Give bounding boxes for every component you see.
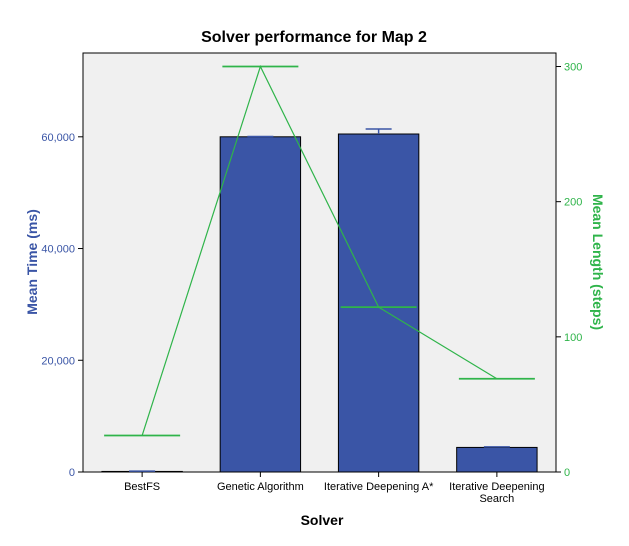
plot-area xyxy=(82,52,557,473)
line-series xyxy=(141,64,498,436)
x-tick-label: BestFS xyxy=(124,481,160,493)
y-tick-label: 20,000 xyxy=(41,355,75,367)
bar xyxy=(337,133,420,473)
bar xyxy=(219,136,302,473)
y-tick-label: 60,000 xyxy=(41,132,75,144)
y-tick-label: 40,000 xyxy=(41,244,75,256)
y-tick-label: 0 xyxy=(69,467,75,479)
y2-tick-label: 200 xyxy=(564,197,582,209)
y-axis-label-right: Mean Length (steps) xyxy=(590,194,606,330)
y2-tick-label: 100 xyxy=(564,332,582,344)
x-axis-label: Solver xyxy=(301,512,344,528)
chart-title: Solver performance for Map 2 xyxy=(201,29,427,46)
y2-tick-label: 0 xyxy=(564,467,570,479)
y2-tick-label: 300 xyxy=(564,62,582,74)
line-series-group xyxy=(104,64,535,437)
error-bar-group xyxy=(129,128,510,472)
bar xyxy=(456,446,538,473)
bar-group xyxy=(101,133,538,473)
x-tick-label: Iterative Deepening A* xyxy=(324,481,434,493)
x-tick-label: Genetic Algorithm xyxy=(217,481,304,493)
y-axis-label-left: Mean Time (ms) xyxy=(24,209,40,315)
axes-group: 0 20,000 40,000 60,000 0 100 200 300 BestFS Genet… xyxy=(41,62,582,505)
x-tick-label: Iterative Deepening Search xyxy=(449,481,544,505)
